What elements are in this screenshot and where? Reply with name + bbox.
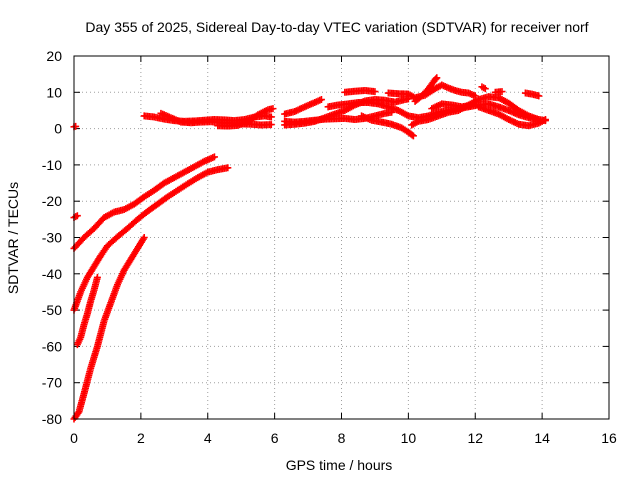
series-arc-p — [408, 93, 549, 129]
data-point — [267, 121, 275, 129]
series-arc-b — [70, 164, 232, 314]
data-point — [535, 92, 543, 100]
y-tick-label: -60 — [42, 338, 62, 354]
x-tick-label: 2 — [137, 430, 145, 446]
x-tick-label: 0 — [70, 430, 78, 446]
data-point — [269, 105, 277, 113]
data-point — [433, 74, 441, 82]
series-arc-m — [358, 112, 417, 140]
data-point — [371, 88, 379, 96]
series-arc-t — [521, 89, 543, 100]
x-axis-label: GPS time / hours — [286, 457, 393, 473]
data-point — [140, 234, 148, 241]
data-point — [541, 116, 549, 124]
data-point — [409, 132, 417, 140]
y-tick-label: -40 — [42, 266, 62, 282]
x-tick-label: 4 — [204, 430, 212, 446]
data-point — [408, 131, 416, 139]
chart-title: Day 355 of 2025, Sidereal Day-to-day VTE… — [85, 19, 588, 35]
data-point — [317, 96, 325, 104]
data-point — [481, 85, 489, 93]
data-point — [224, 164, 232, 172]
x-tick-label: 12 — [467, 430, 483, 446]
y-tick-label: 20 — [46, 48, 62, 64]
data-point — [73, 212, 81, 220]
x-tick-label: 16 — [601, 430, 617, 446]
x-tick-label: 8 — [338, 430, 346, 446]
data-point — [74, 409, 82, 417]
y-tick-label: 10 — [46, 84, 62, 100]
x-tick-label: 6 — [271, 430, 279, 446]
x-tick-label: 10 — [401, 430, 417, 446]
series-arc-c — [73, 273, 101, 349]
y-tick-label: 0 — [54, 121, 62, 137]
data-point — [432, 75, 440, 83]
data-points — [70, 74, 549, 423]
series-arc-q — [428, 97, 479, 113]
data-point — [470, 99, 478, 107]
series-arc-o — [411, 74, 441, 105]
y-tick-label: -50 — [42, 302, 62, 318]
series-arc-d — [70, 234, 148, 423]
y-tick-label: -70 — [42, 375, 62, 391]
data-point — [210, 153, 218, 161]
series-arc-r — [475, 103, 549, 130]
x-tick-label: 14 — [534, 430, 550, 446]
series-arc-h — [281, 96, 325, 118]
series-arc-a — [70, 153, 218, 252]
data-point — [93, 273, 101, 281]
y-axis-label: SDTVAR / TECUs — [5, 182, 21, 294]
y-tick-label: -10 — [42, 157, 62, 173]
data-point — [498, 88, 506, 96]
series-arc-s — [491, 88, 506, 96]
data-point — [267, 113, 275, 121]
series-arc-g — [214, 105, 277, 130]
plot-frame — [73, 55, 610, 420]
data-point — [72, 122, 80, 130]
y-tick-label: -80 — [42, 411, 62, 427]
data-point — [471, 97, 479, 105]
y-tick-label: -30 — [42, 230, 62, 246]
axis-ticks: 0 2 4 6 8 10 12 14 16 -80 -70 -60 -50 -40 -30 -20 -10 0 10… — [42, 48, 617, 446]
y-tick-label: -20 — [42, 193, 62, 209]
series-arc-u — [478, 83, 489, 93]
series-arc-l — [341, 86, 379, 96]
